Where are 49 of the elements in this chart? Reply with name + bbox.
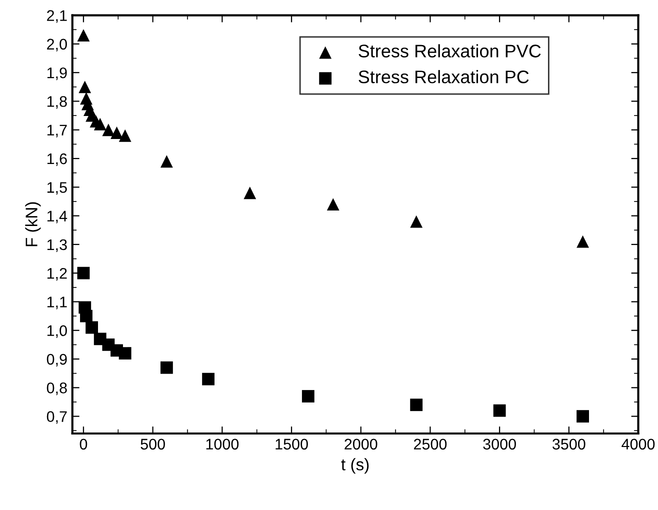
- x-tick-label: 2000: [344, 438, 378, 450]
- y-tick-label: 1,6: [47, 153, 67, 166]
- y-tick-label: 1,9: [47, 67, 67, 80]
- legend-label: Stress Relaxation PVC: [358, 44, 541, 58]
- y-tick-label: 1,7: [47, 124, 67, 138]
- y-tick-label: 0,7: [46, 411, 67, 424]
- y-tick-label: 1,2: [47, 268, 67, 281]
- point: [160, 361, 173, 374]
- point: [160, 155, 173, 168]
- x-tick-label: 1500: [276, 438, 308, 450]
- y-tick-label: 1,1: [47, 296, 67, 310]
- point: [302, 390, 314, 402]
- point: [77, 29, 90, 42]
- y-tick-label: 1,4: [47, 210, 68, 224]
- x-tick-label: 2500: [414, 438, 447, 450]
- x-tick-label: 1000: [206, 438, 239, 450]
- point: [102, 124, 115, 136]
- point: [576, 235, 589, 248]
- point: [410, 215, 423, 228]
- point: [118, 129, 132, 142]
- point: [77, 266, 90, 280]
- y-tick-label: 2,1: [47, 10, 67, 23]
- x-tick-label: 500: [140, 438, 165, 450]
- point: [94, 118, 106, 130]
- y-tick-label: 2,0: [47, 38, 67, 52]
- x-tick-label: 3500: [552, 438, 586, 450]
- y-tick-label: 1,8: [47, 96, 67, 109]
- point: [244, 186, 256, 200]
- point: [326, 198, 340, 211]
- legend-label: Stress Relaxation PC: [358, 70, 529, 84]
- point: [576, 410, 589, 423]
- y-tick-label: 1,0: [47, 325, 67, 338]
- x-tick-label: 4000: [622, 438, 655, 450]
- point: [118, 347, 132, 360]
- y-axis-title: F (kN): [25, 202, 41, 246]
- point: [78, 80, 92, 94]
- y-tick-label: 0,9: [46, 354, 67, 367]
- y-tick-label: 1,5: [47, 182, 67, 195]
- point: [86, 321, 98, 334]
- x-tick-label: 0: [80, 438, 88, 450]
- point: [493, 404, 506, 417]
- y-tick-label: 0,8: [46, 382, 67, 396]
- x-axis-title: t (s): [341, 458, 369, 474]
- y-tick-label: 1,3: [47, 239, 67, 252]
- x-tick-label: 3000: [483, 438, 516, 450]
- point: [410, 398, 423, 412]
- point: [202, 372, 215, 386]
- point: [110, 126, 123, 139]
- point: [80, 310, 92, 322]
